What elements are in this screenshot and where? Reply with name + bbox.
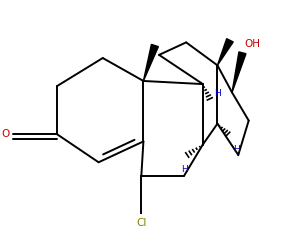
Polygon shape	[232, 52, 246, 92]
Polygon shape	[143, 44, 158, 81]
Text: H: H	[233, 145, 240, 153]
Text: O: O	[2, 129, 10, 139]
Polygon shape	[218, 39, 233, 65]
Text: H: H	[214, 89, 221, 98]
Text: H: H	[181, 165, 187, 174]
Text: OH: OH	[245, 39, 260, 49]
Text: Cl: Cl	[136, 217, 147, 227]
